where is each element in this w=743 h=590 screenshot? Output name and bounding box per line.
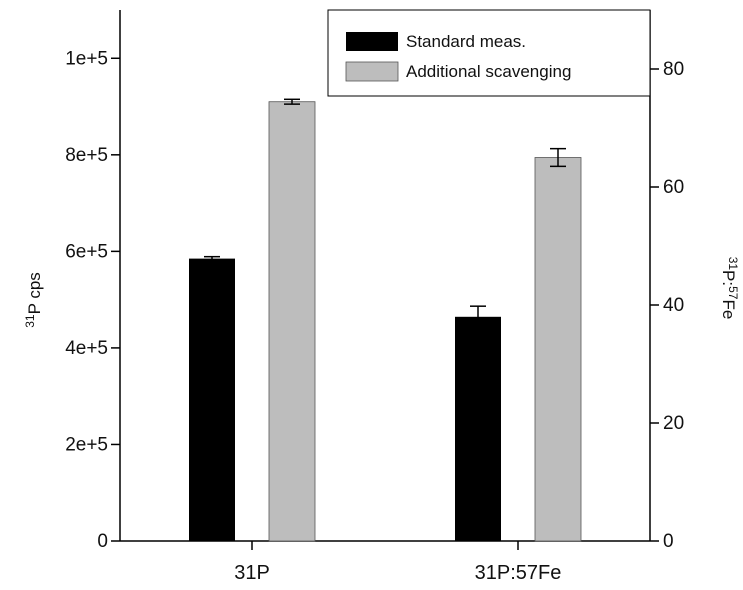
x-tick-label: 31P:57Fe (475, 562, 562, 584)
legend: Standard meas. Additional scavenging (327, 9, 651, 97)
bar-standard (189, 258, 235, 541)
left-axis-title: 31P cps (23, 272, 44, 328)
x-tick-label: 31P (234, 562, 270, 584)
bar-scavenging (268, 101, 316, 542)
left-tick-label: 1e+5 (65, 48, 108, 69)
left-tick-label: 0 (97, 531, 108, 552)
left-tick-label: 4e+5 (65, 338, 108, 359)
left-axis-title-sup: 31 (23, 314, 37, 328)
bar-scavenging (534, 157, 582, 542)
right-y-axis: 0 20 40 60 80 (650, 59, 684, 552)
left-tick-label: 6e+5 (65, 241, 108, 262)
left-axis-title-text: P cps (25, 272, 44, 314)
legend-label-scavenging: Additional scavenging (406, 62, 571, 81)
right-tick-label: 80 (663, 59, 684, 80)
x-axis: 31P 31P:57Fe (234, 541, 561, 584)
right-tick-label: 40 (663, 295, 684, 316)
right-axis-title-end: Fe (719, 299, 738, 319)
right-axis-title-sup2: 57 (726, 286, 740, 300)
legend-box (327, 9, 651, 97)
left-tick-label: 2e+5 (65, 434, 108, 455)
right-tick-label: 0 (663, 531, 674, 552)
legend-swatch-scavenging (345, 61, 399, 82)
left-y-axis: 0 2e+5 4e+5 6e+5 8e+5 1e+5 (65, 48, 120, 552)
bar-standard (455, 316, 501, 541)
legend-swatch-standard (346, 32, 398, 51)
legend-label-standard: Standard meas. (406, 32, 526, 51)
right-axis-title: 31P:57Fe (719, 257, 740, 320)
right-axis-title-mid: P: (719, 270, 738, 286)
right-axis-title-sup1: 31 (726, 257, 740, 271)
right-tick-label: 20 (663, 413, 684, 434)
bars (189, 98, 582, 542)
left-tick-label: 8e+5 (65, 145, 108, 166)
right-tick-label: 60 (663, 177, 684, 198)
